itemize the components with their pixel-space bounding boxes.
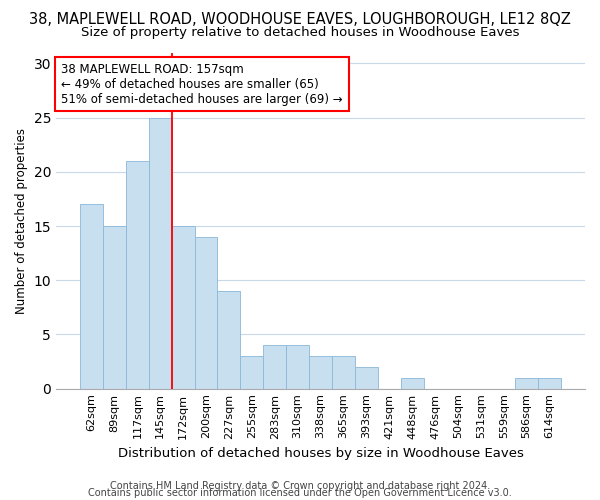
Bar	[126, 161, 149, 388]
Text: Contains HM Land Registry data © Crown copyright and database right 2024.: Contains HM Land Registry data © Crown c…	[110, 481, 490, 491]
Bar	[103, 226, 126, 388]
Bar	[149, 118, 172, 388]
Text: 38, MAPLEWELL ROAD, WOODHOUSE EAVES, LOUGHBOROUGH, LE12 8QZ: 38, MAPLEWELL ROAD, WOODHOUSE EAVES, LOU…	[29, 12, 571, 28]
Bar	[538, 378, 561, 388]
Bar	[172, 226, 194, 388]
Bar	[217, 291, 241, 388]
Bar	[194, 237, 217, 388]
Bar	[401, 378, 424, 388]
X-axis label: Distribution of detached houses by size in Woodhouse Eaves: Distribution of detached houses by size …	[118, 447, 523, 460]
Bar	[515, 378, 538, 388]
Bar	[241, 356, 263, 388]
Text: 38 MAPLEWELL ROAD: 157sqm
← 49% of detached houses are smaller (65)
51% of semi-: 38 MAPLEWELL ROAD: 157sqm ← 49% of detac…	[61, 62, 343, 106]
Bar	[263, 346, 286, 389]
Bar	[355, 367, 378, 388]
Bar	[332, 356, 355, 388]
Bar	[309, 356, 332, 388]
Text: Size of property relative to detached houses in Woodhouse Eaves: Size of property relative to detached ho…	[81, 26, 519, 39]
Bar	[80, 204, 103, 388]
Text: Contains public sector information licensed under the Open Government Licence v3: Contains public sector information licen…	[88, 488, 512, 498]
Bar	[286, 346, 309, 389]
Y-axis label: Number of detached properties: Number of detached properties	[15, 128, 28, 314]
